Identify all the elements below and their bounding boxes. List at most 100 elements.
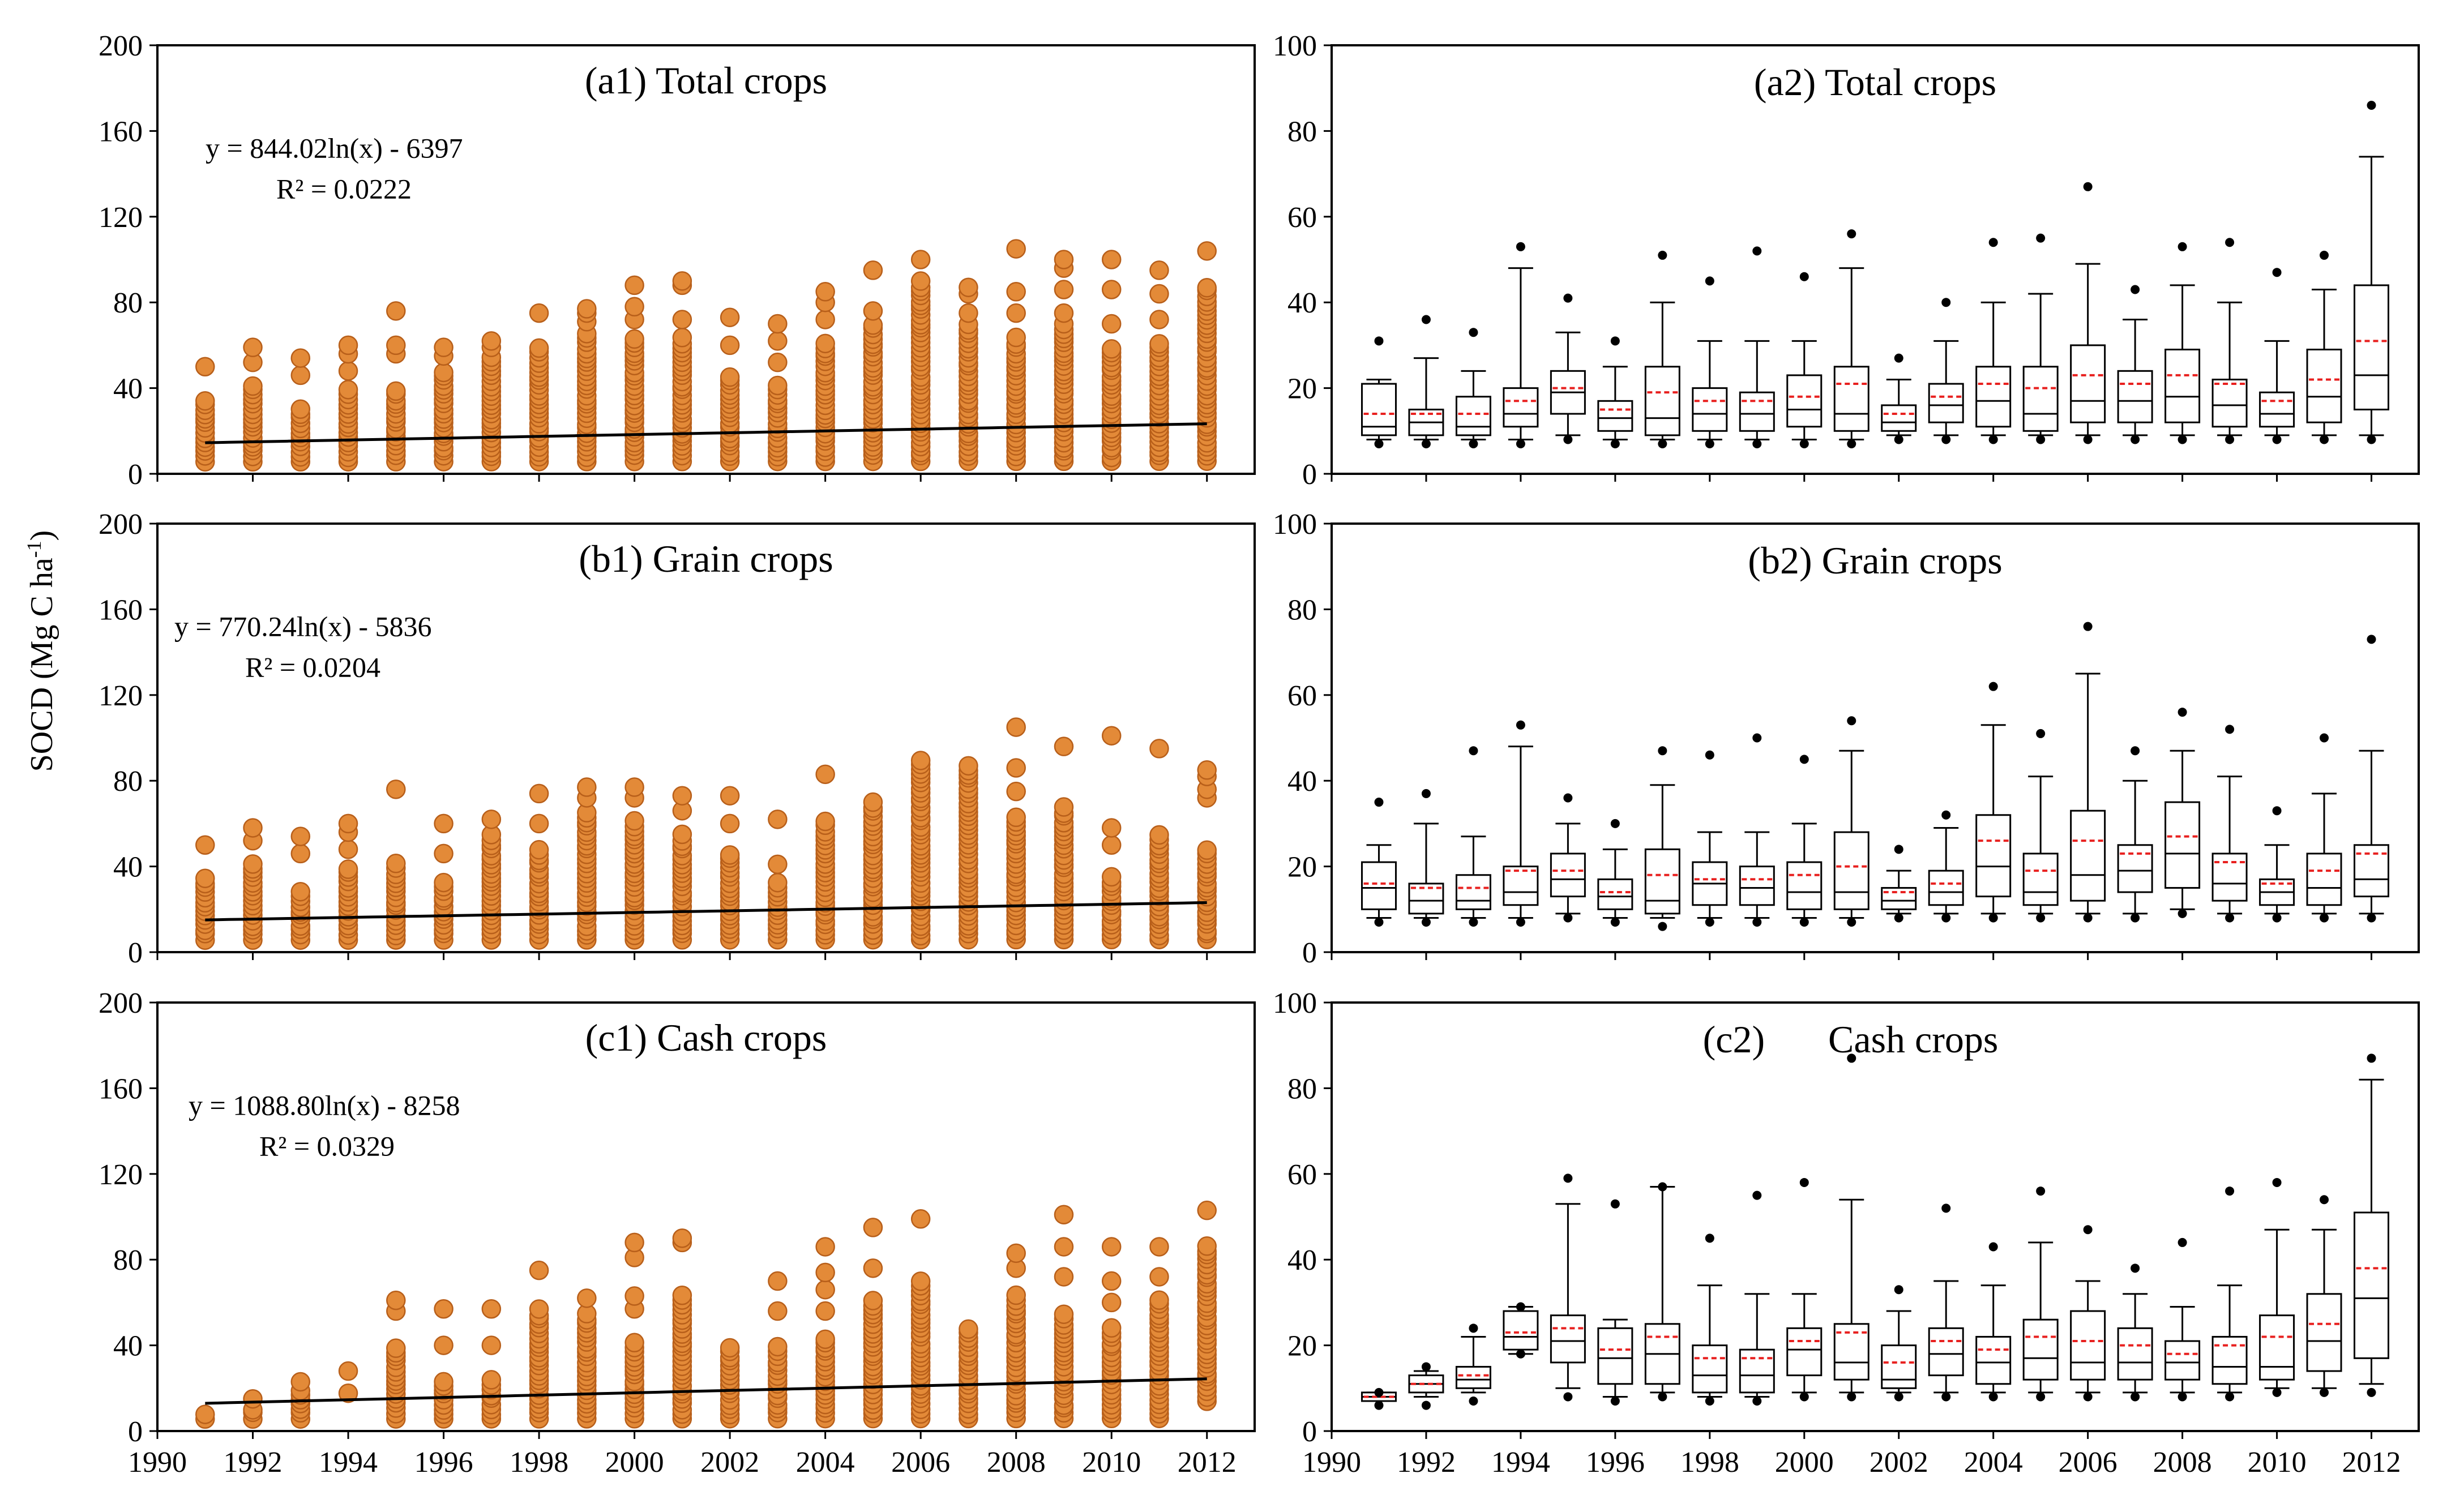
data-point-high	[386, 779, 406, 799]
data-point	[290, 881, 311, 902]
box-2008	[2164, 1237, 2201, 1402]
data-point-high	[481, 331, 502, 351]
data-point-high	[1101, 1292, 1122, 1313]
data-point-high	[290, 348, 311, 368]
box-2005	[2022, 729, 2059, 923]
scatter-column-2004	[815, 282, 835, 472]
box-2012	[2354, 100, 2390, 444]
box-outlier-low	[1894, 1392, 1903, 1402]
y-tick-label: 160	[99, 594, 143, 626]
y-tick-label: 40	[113, 373, 143, 405]
y-axis-label: SOCD (Mg C ha-1)	[23, 530, 59, 772]
box-2007	[2117, 285, 2153, 444]
x-tick-label: 2002	[700, 1446, 759, 1479]
plot-frame	[1331, 44, 2420, 475]
data-point	[672, 1286, 692, 1305]
box-outlier-high	[1563, 293, 1573, 303]
x-tick-label: 2000	[1775, 1446, 1834, 1479]
x-tick-label: 1998	[510, 1446, 568, 1479]
box-outlier-low	[1658, 1392, 1667, 1402]
box-outlier-high	[2131, 1263, 2140, 1273]
box-2003	[1928, 810, 1964, 923]
box-iqr	[1692, 387, 1728, 432]
data-point-high	[1149, 1267, 1169, 1287]
box-outlier-low	[1894, 913, 1903, 923]
box-iqr	[1833, 831, 1870, 910]
data-point	[672, 328, 692, 348]
data-point-high	[195, 835, 215, 855]
box-2005	[2022, 233, 2059, 444]
box-1995	[1550, 793, 1586, 923]
box-outlier-high	[2367, 100, 2376, 110]
data-point-high	[577, 777, 597, 797]
x-tick-label: 2012	[1178, 1446, 1237, 1479]
data-point	[1101, 339, 1122, 359]
box-1993	[1455, 746, 1491, 927]
box-iqr	[1881, 1344, 1917, 1389]
y-tick-label: 160	[99, 1073, 143, 1105]
box-outlier-low	[2225, 1392, 2235, 1402]
box-iqr	[1739, 1348, 1775, 1394]
box-iqr	[1361, 383, 1397, 436]
y-tick-label: 20	[1287, 373, 1317, 405]
box-outlier-low	[1847, 439, 1856, 449]
scatter-column-2007	[959, 277, 978, 472]
box-outlier-low	[2272, 913, 2282, 923]
box-outlier-low	[2036, 1392, 2046, 1402]
data-point	[386, 1338, 406, 1358]
box-1991	[1361, 336, 1397, 449]
box-iqr	[1786, 861, 1823, 910]
box-1994	[1503, 720, 1539, 927]
box-outlier-low	[1988, 913, 1998, 923]
box-2007	[2117, 1263, 2153, 1402]
data-point-high	[1149, 1237, 1169, 1257]
box-outlier-low	[2083, 435, 2093, 444]
data-point	[1197, 1236, 1217, 1256]
box-outlier-low	[1374, 439, 1384, 449]
data-point	[529, 1299, 549, 1319]
box-outlier-low	[1705, 918, 1714, 927]
scatter-column-1997	[481, 331, 502, 472]
box-outlier-high	[2083, 182, 2093, 191]
box-outlier-high	[1421, 315, 1431, 324]
box-2009	[2211, 238, 2248, 444]
box-2011	[2306, 733, 2342, 923]
y-tick-label: 0	[128, 1416, 143, 1448]
data-point-high	[338, 813, 358, 834]
y-tick-label: 80	[1287, 594, 1317, 626]
box-iqr	[2354, 1211, 2390, 1359]
data-point-high	[863, 1258, 883, 1278]
box-outlier-low	[1799, 439, 1809, 449]
box-2000	[1786, 755, 1823, 927]
box-1995	[1550, 1173, 1586, 1402]
box-outlier-low	[2178, 435, 2187, 444]
box-outlier-low	[1799, 1392, 1809, 1402]
scatter-column-2007	[959, 1319, 978, 1429]
box-iqr	[2117, 370, 2153, 423]
scatter-column-1998	[529, 783, 549, 950]
panel-title: Cash crops	[1828, 1018, 1998, 1061]
x-tick-label: 2004	[1964, 1446, 2023, 1479]
scatter-column-2011	[1149, 739, 1169, 949]
box-outlier-high	[1563, 1173, 1573, 1183]
data-point	[195, 391, 215, 411]
box-outlier-high	[1847, 1053, 1856, 1063]
box-iqr	[1597, 400, 1633, 432]
box-outlier-high	[1658, 1182, 1667, 1192]
box-iqr	[1644, 848, 1680, 915]
box-iqr	[1361, 861, 1397, 910]
box-2002	[1881, 353, 1917, 444]
scatter-column-1995	[386, 1290, 406, 1429]
box-outlier-low	[1610, 918, 1620, 927]
data-point	[1006, 807, 1026, 828]
x-tick-label: 2000	[605, 1446, 664, 1479]
data-point-high	[959, 277, 978, 297]
scatter-column-1998	[529, 303, 549, 472]
box-outlier-low	[2225, 435, 2235, 444]
y-tick-label: 80	[1287, 1073, 1317, 1105]
box-outlier-high	[1610, 1199, 1620, 1209]
data-point	[338, 859, 358, 879]
panel-title: (b2) Grain crops	[1748, 539, 2002, 582]
data-point-high	[1054, 303, 1074, 323]
box-outlier-high	[2178, 708, 2187, 717]
